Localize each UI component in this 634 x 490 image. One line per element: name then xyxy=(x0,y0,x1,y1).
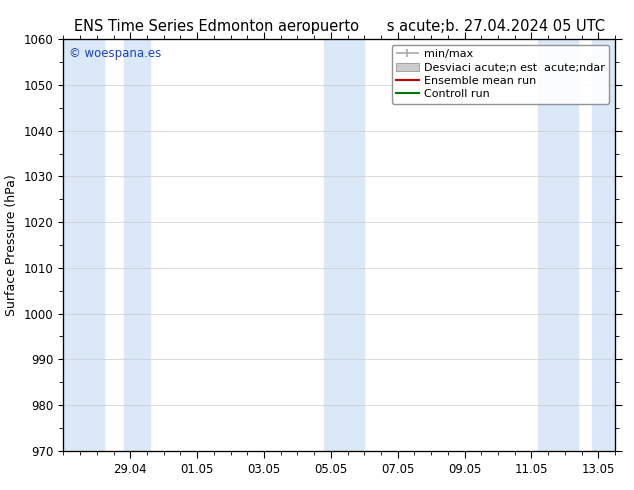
Title: ENS Time Series Edmonton aeropuerto      s acute;b. 27.04.2024 05 UTC: ENS Time Series Edmonton aeropuerto s ac… xyxy=(74,19,605,34)
Y-axis label: Surface Pressure (hPa): Surface Pressure (hPa) xyxy=(5,174,18,316)
Bar xyxy=(592,39,615,451)
Text: © woespana.es: © woespana.es xyxy=(69,48,161,60)
Legend: min/max, Desviaci acute;n est  acute;ndar, Ensemble mean run, Controll run: min/max, Desviaci acute;n est acute;ndar… xyxy=(392,45,609,104)
Bar xyxy=(324,39,365,451)
Bar xyxy=(538,39,578,451)
Bar xyxy=(63,39,103,451)
Bar xyxy=(124,39,150,451)
